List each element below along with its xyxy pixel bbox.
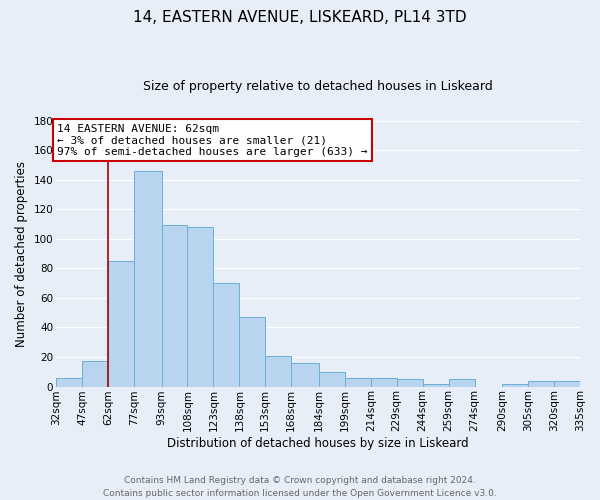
Bar [528, 380, 554, 386]
Bar [214, 283, 239, 387]
Bar [187, 227, 214, 386]
Bar [502, 384, 528, 386]
Bar [108, 261, 134, 386]
Text: 14 EASTERN AVENUE: 62sqm
← 3% of detached houses are smaller (21)
97% of semi-de: 14 EASTERN AVENUE: 62sqm ← 3% of detache… [57, 124, 367, 156]
Text: Contains HM Land Registry data © Crown copyright and database right 2024.
Contai: Contains HM Land Registry data © Crown c… [103, 476, 497, 498]
Text: 14, EASTERN AVENUE, LISKEARD, PL14 3TD: 14, EASTERN AVENUE, LISKEARD, PL14 3TD [133, 10, 467, 25]
Bar [319, 372, 345, 386]
Y-axis label: Number of detached properties: Number of detached properties [15, 160, 28, 346]
Bar [397, 379, 422, 386]
Bar [422, 384, 449, 386]
Bar [161, 226, 187, 386]
Bar [371, 378, 397, 386]
Bar [291, 363, 319, 386]
Title: Size of property relative to detached houses in Liskeard: Size of property relative to detached ho… [143, 80, 493, 93]
Bar [345, 378, 371, 386]
X-axis label: Distribution of detached houses by size in Liskeard: Distribution of detached houses by size … [167, 437, 469, 450]
Bar [134, 171, 161, 386]
Bar [239, 317, 265, 386]
Bar [265, 356, 291, 386]
Bar [449, 379, 475, 386]
Bar [56, 378, 82, 386]
Bar [82, 362, 108, 386]
Bar [554, 380, 580, 386]
